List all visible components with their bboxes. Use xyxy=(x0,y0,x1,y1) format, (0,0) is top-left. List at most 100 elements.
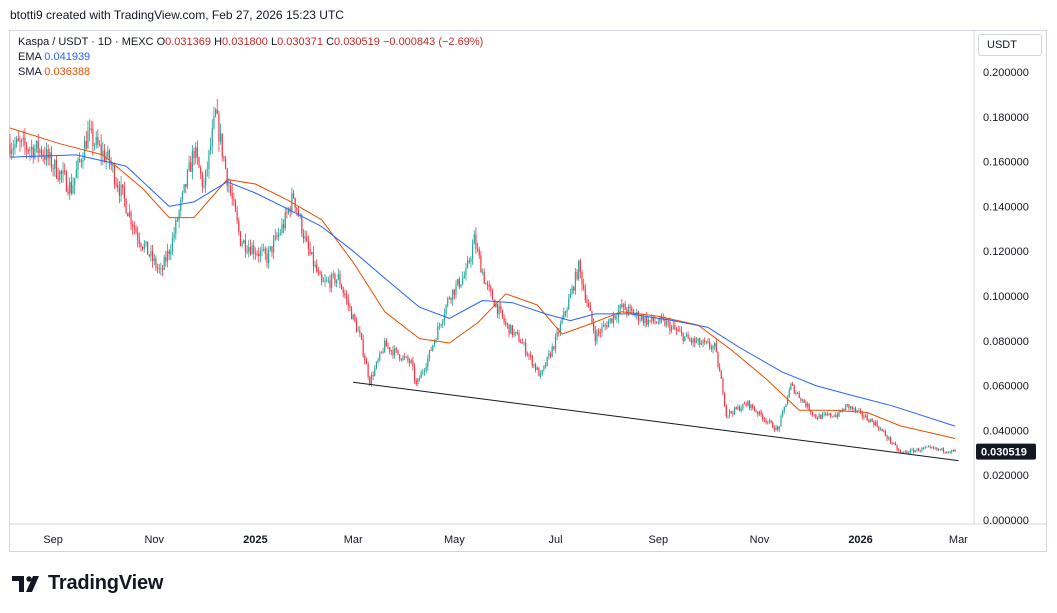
candle-body xyxy=(173,234,175,238)
candle-body xyxy=(402,356,404,360)
candle-body xyxy=(380,351,382,353)
candle-body xyxy=(714,343,716,347)
candle-body xyxy=(886,435,888,439)
indicator-lines-layer xyxy=(9,127,959,462)
candle-body xyxy=(480,255,482,273)
candle-body xyxy=(851,406,853,410)
candle-body xyxy=(805,402,807,407)
candle-body xyxy=(273,239,275,253)
last-price-tag-label: 0.030519 xyxy=(981,447,1027,459)
candle-body xyxy=(705,341,707,343)
candle-body xyxy=(929,446,931,448)
candle-body xyxy=(818,414,820,419)
candle-body xyxy=(715,343,717,352)
candle-body xyxy=(342,289,344,294)
chart-creator-caption: btotti9 created with TradingView.com, Fe… xyxy=(10,8,344,22)
candle-body xyxy=(538,367,540,377)
candle-body xyxy=(939,448,941,450)
candle-body xyxy=(301,215,303,234)
tradingview-brand[interactable]: TradingView xyxy=(12,572,163,595)
candle-body xyxy=(196,147,198,158)
candle-body xyxy=(108,150,111,163)
candle-body xyxy=(278,233,280,237)
candle-body xyxy=(811,412,814,415)
candle-body xyxy=(593,322,595,331)
time-axis-tick-label: May xyxy=(444,534,465,546)
candle-body xyxy=(263,248,265,250)
candle-body xyxy=(843,409,845,411)
candle-body xyxy=(297,210,300,217)
candle-body xyxy=(876,422,878,427)
candle-body xyxy=(803,399,805,403)
candle-body xyxy=(770,420,772,423)
candle-body xyxy=(848,404,850,409)
candle-body xyxy=(241,243,243,246)
candle-body xyxy=(176,220,179,221)
candle-body xyxy=(707,341,709,343)
candle-body xyxy=(536,367,538,370)
candle-body xyxy=(866,415,868,421)
legend-low-value: 0.030371 xyxy=(277,36,323,48)
candle-body xyxy=(629,306,631,309)
candle-body xyxy=(863,416,865,418)
candle-body xyxy=(926,446,928,448)
candle-body xyxy=(223,156,225,159)
candle-body xyxy=(244,240,247,252)
candle-body xyxy=(879,428,882,430)
candle-body xyxy=(518,333,520,343)
candle-body xyxy=(360,332,363,340)
legend-sma-row[interactable]: SMA 0.036388 xyxy=(18,65,483,80)
candle-body xyxy=(672,325,674,327)
candle-body xyxy=(581,271,583,286)
candle-body xyxy=(702,340,704,344)
candle-body xyxy=(258,253,260,257)
candle-body xyxy=(151,251,154,261)
time-axis-tick-label: Sep xyxy=(43,534,63,546)
candle-body xyxy=(153,258,155,261)
candle-body xyxy=(611,318,613,323)
candle-body xyxy=(166,250,169,262)
candle-body xyxy=(619,304,621,311)
candle-body xyxy=(697,338,699,342)
candle-body xyxy=(180,199,182,211)
candle-body xyxy=(745,404,747,406)
time-axis-tick-label: Mar xyxy=(949,534,968,546)
candle-body xyxy=(796,392,799,394)
candle-body xyxy=(949,452,951,454)
candle-body xyxy=(680,330,683,333)
candle-body xyxy=(133,226,135,229)
currency-selector-button[interactable]: USDT xyxy=(978,34,1042,56)
candle-body xyxy=(375,361,378,369)
candle-body xyxy=(430,350,432,351)
candle-body xyxy=(659,316,661,323)
candle-body xyxy=(881,428,883,431)
candle-body xyxy=(501,309,504,318)
candle-body xyxy=(689,338,691,341)
price-axis-tick-label: 0.140000 xyxy=(983,201,1029,213)
candle-body xyxy=(312,252,315,267)
candle-body xyxy=(452,289,454,301)
candle-body xyxy=(767,421,769,423)
candle-body xyxy=(30,147,33,150)
price-axis-tick-label: 0.160000 xyxy=(983,157,1029,169)
candle-body xyxy=(684,336,686,341)
candle-body xyxy=(478,249,480,256)
candle-body xyxy=(850,406,852,409)
candle-body xyxy=(576,271,578,280)
candle-body xyxy=(521,342,523,344)
candle-body xyxy=(740,408,742,411)
candle-body xyxy=(762,415,764,420)
candle-body xyxy=(22,137,24,140)
candle-body xyxy=(160,268,162,270)
legend-high-label: H xyxy=(214,36,223,48)
candle-body xyxy=(350,307,353,320)
candle-body xyxy=(392,350,394,356)
candle-body xyxy=(143,244,145,249)
legend-ohlc-row[interactable]: Kaspa / USDT · 1D · MEXC O0.031369 H0.03… xyxy=(18,35,483,50)
legend-ema-row[interactable]: EMA 0.041939 xyxy=(18,50,483,65)
legend-low-label: L xyxy=(270,36,278,48)
candle-body xyxy=(181,191,184,200)
candle-body xyxy=(382,351,384,353)
candle-body xyxy=(249,247,252,255)
